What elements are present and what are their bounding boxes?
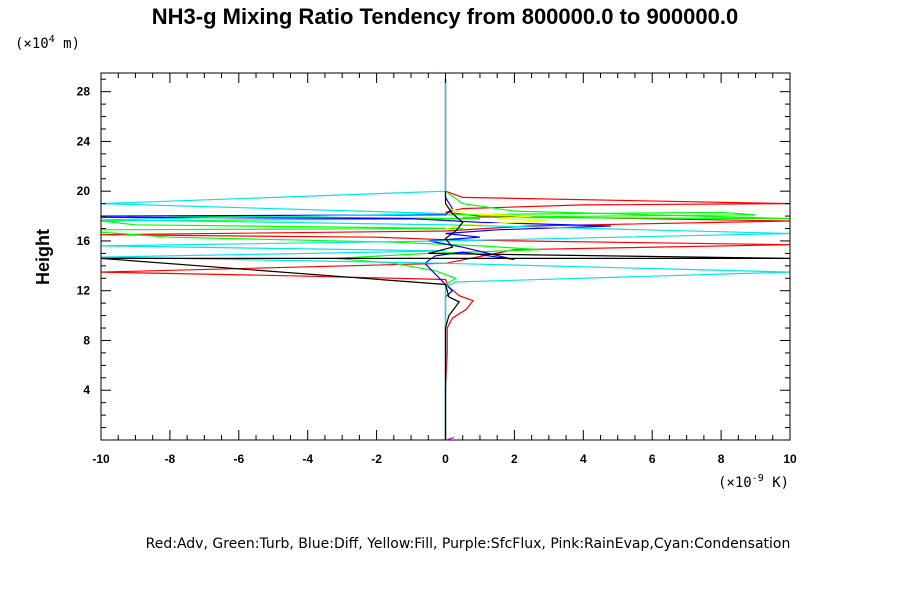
x-tick-label: 6 (649, 452, 656, 466)
x-tick-label: 2 (511, 452, 518, 466)
x-tick-labels: -10 -8 -6 -4 -2 0 2 4 6 8 10 (92, 452, 797, 466)
y-tick-label: 4 (83, 383, 90, 397)
y-tick-label: 20 (77, 184, 91, 198)
chart-title: NH3-g Mixing Ratio Tendency from 800000.… (152, 4, 738, 29)
x-tick-label: -6 (233, 452, 244, 466)
series-line-adv (100, 79, 791, 440)
x-tick-label: 8 (718, 452, 725, 466)
y-tick-label: 24 (77, 134, 91, 148)
plot-series (100, 73, 791, 441)
legend-text: Red:Adv, Green:Turb, Blue:Diff, Yellow:F… (146, 536, 791, 552)
y-axis-unit: (×104 m) (15, 34, 80, 52)
x-tick-label: 10 (783, 452, 797, 466)
y-tick-label: 28 (77, 85, 91, 99)
y-tick-label: 12 (77, 284, 91, 298)
y-tick-labels: 4 8 12 16 20 24 28 (77, 85, 91, 398)
x-axis-unit: (×10-9 K) (718, 473, 789, 491)
series-line-black (100, 191, 791, 440)
x-tick-label: -4 (302, 452, 313, 466)
x-tick-label: -10 (92, 452, 110, 466)
y-tick-label: 16 (77, 234, 91, 248)
axes (100, 72, 791, 441)
y-tick-label: 8 (83, 333, 90, 347)
series-line-fill (445, 205, 549, 230)
x-tick-label: 4 (580, 452, 587, 466)
series-line-condensation (100, 73, 791, 440)
series-line-diff (100, 79, 611, 440)
y-axis-label: Height (33, 229, 53, 285)
x-tick-label: 0 (442, 452, 449, 466)
x-tick-label: -8 (165, 452, 176, 466)
x-tick-label: -2 (371, 452, 382, 466)
